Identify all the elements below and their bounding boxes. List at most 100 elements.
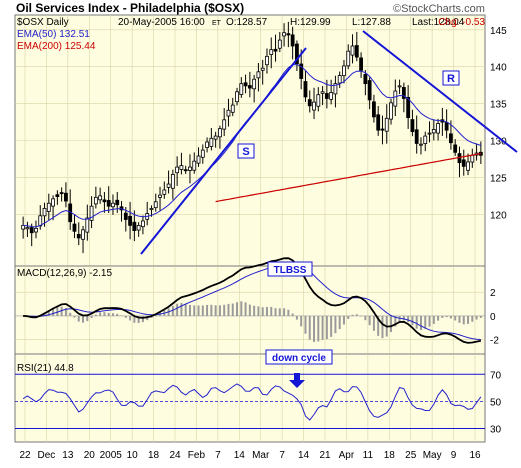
candle-body (34, 227, 38, 233)
candle-body (81, 229, 85, 240)
candle-body (380, 128, 385, 131)
candle-body (436, 123, 440, 134)
candle-body (175, 166, 180, 174)
candle-body (461, 159, 466, 167)
price-grid (15, 15, 485, 266)
candle-body (192, 160, 197, 171)
candle-body (64, 192, 68, 202)
macd-hist-bar (223, 304, 226, 316)
macd-hist-bar (432, 315, 435, 324)
macd-hist-bar (449, 315, 452, 319)
macd-hist-bar (445, 315, 448, 318)
x-axis-labels: 22 Dec 13 20 2005 10 18 24 Feb 7 14 Mar 7 14 21 Apr 11 18… (19, 450, 481, 461)
candle-body (393, 90, 398, 107)
candle-body (235, 91, 239, 103)
down-cycle-label: down cycle (272, 353, 326, 364)
macd-hist-bar (471, 315, 474, 322)
macd-hist-bar (197, 305, 200, 316)
macd-hist-bar (180, 302, 183, 316)
candle-body (401, 87, 406, 99)
candle-body (162, 189, 167, 195)
macd-hist-bar (475, 315, 478, 320)
candle-body (372, 101, 376, 118)
macd-hist-bar (287, 309, 290, 316)
candle-body (367, 80, 372, 101)
macd-hist-bar (176, 303, 179, 316)
candle-body (333, 83, 338, 95)
rsi-tick-label: 30 (490, 424, 502, 435)
candle-body (55, 194, 60, 198)
candle-body (299, 63, 304, 79)
candle-body (115, 199, 120, 206)
price-candles (21, 21, 483, 254)
macd-hist-bar (193, 305, 196, 316)
x-tick-label: 20 (84, 450, 96, 461)
candle-body (273, 48, 278, 52)
macd-hist-bar (325, 315, 328, 340)
x-tick-label: 14 (298, 450, 310, 461)
candle-body (470, 154, 475, 163)
candle-body (102, 199, 107, 203)
macd-hist-bar (154, 315, 157, 316)
x-tick-label: 22 (19, 450, 31, 461)
candle-body (247, 85, 252, 89)
candle-body (414, 129, 419, 144)
macd-hist-bar (424, 315, 427, 329)
macd-hist-bar (295, 315, 298, 320)
resistance-label-box (442, 70, 460, 86)
x-tick-label: 18 (148, 450, 160, 461)
header-high: H:129.99 (290, 17, 331, 28)
macd-hist-bar (133, 315, 136, 323)
rsi-axis-labels: 70 50 30 (490, 370, 502, 435)
macd-hist-bar (467, 315, 470, 324)
candle-body (222, 119, 227, 130)
x-tick-label: 21 (319, 450, 331, 461)
macd-hist-bar (334, 315, 337, 334)
candle-body (431, 129, 436, 134)
macd-hist-bar (360, 315, 363, 317)
macd-hist-bar (116, 313, 119, 316)
candle-body (170, 174, 175, 189)
macd-hist-bar (86, 315, 89, 322)
copyright-text: ©StockCharts.com (393, 3, 485, 15)
candle-body (427, 132, 432, 135)
x-tick-label: May (423, 450, 442, 461)
candle-body (123, 212, 128, 220)
macd-histogram (22, 301, 482, 342)
macd-hist-bar (338, 315, 341, 330)
rsi-grid (15, 354, 485, 442)
candle-body (183, 169, 188, 172)
candle-body (25, 227, 30, 230)
macd-hist-bar (278, 308, 281, 316)
candle-body (166, 183, 171, 188)
macd-tick-label: 0 (490, 312, 496, 323)
x-tick-label: 24 (169, 450, 181, 461)
macd-hist-bar (419, 315, 422, 331)
candle-body (76, 233, 81, 239)
macd-hist-bar (69, 312, 72, 316)
price-tick-label: 120 (490, 210, 507, 221)
macd-hist-bar (231, 303, 234, 316)
candle-body (290, 34, 295, 47)
resistance-label: R (447, 73, 455, 85)
macd-hist-bar (236, 302, 239, 316)
candle-body (260, 67, 265, 71)
macd-hist-bar (103, 312, 106, 316)
macd-tick-label: -2 (490, 336, 499, 347)
macd-hist-bar (94, 314, 97, 316)
macd-hist-bar (99, 312, 102, 316)
macd-hist-bar (441, 315, 444, 318)
price-tick-label: 135 (490, 100, 507, 111)
ema200-line (215, 152, 482, 203)
candle-body (85, 217, 90, 233)
candle-body (51, 198, 55, 207)
macd-label: MACD(12,26,9) -2.15 (17, 268, 112, 279)
candle-body (269, 49, 274, 55)
macd-axis-labels: 2 0 -2 (490, 288, 499, 347)
candle-body (42, 208, 47, 217)
macd-hist-bar (407, 315, 410, 323)
price-tick-label: 125 (490, 173, 507, 184)
macd-hist-bar (313, 315, 316, 342)
macd-hist-bar (458, 315, 461, 323)
candle-body (277, 39, 282, 49)
